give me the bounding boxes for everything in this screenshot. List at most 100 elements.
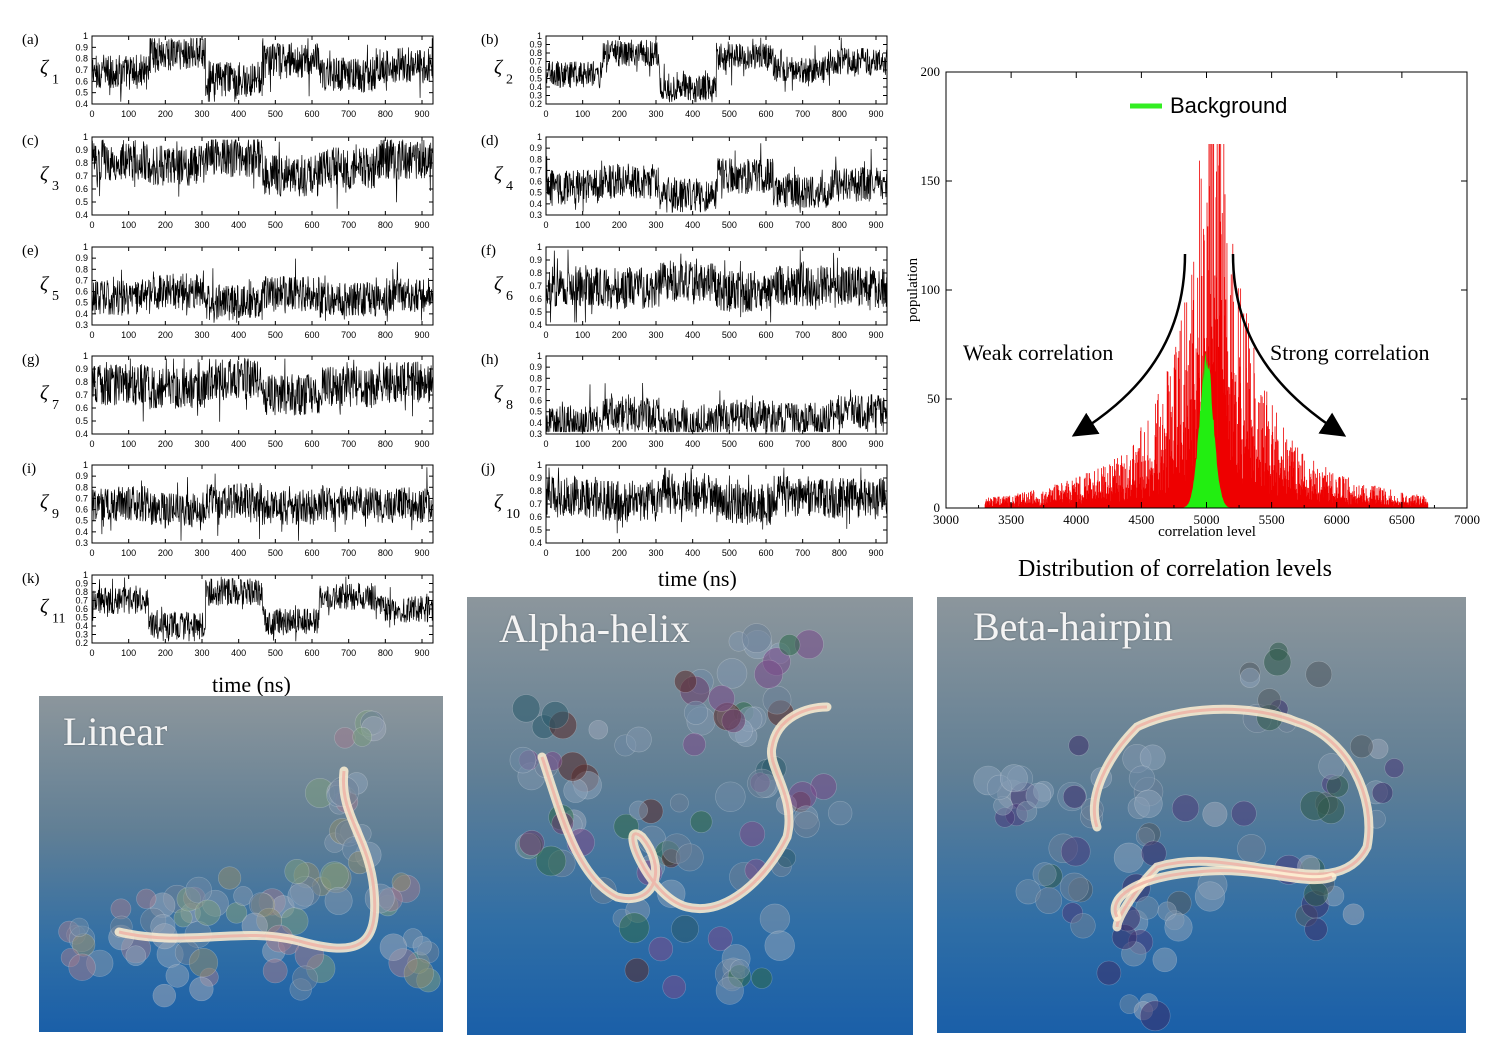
zeta-subscript: 11 (52, 611, 65, 626)
linear-structure-image (58, 709, 441, 1008)
y-tick-label: 0.9 (529, 40, 542, 50)
background-distribution (1180, 352, 1240, 508)
y-tick-label: 0.6 (75, 604, 88, 614)
x-tick-label: 400 (685, 548, 700, 558)
hist-y-tick-label: 0 (934, 500, 941, 515)
atom-sphere (188, 948, 219, 978)
y-tick-label: 0.3 (529, 429, 542, 439)
atom-sphere (324, 886, 353, 915)
x-tick-label: 800 (378, 330, 393, 340)
time-series-panel: 0.40.50.60.70.80.910 100 200 300 400 500 600 70… (22, 351, 434, 449)
atom-sphere (793, 811, 820, 838)
atom-sphere (412, 936, 432, 956)
time-series-frame (91, 246, 434, 326)
x-tick-label: 900 (414, 220, 429, 230)
atom-sphere (189, 976, 214, 1002)
x-tick-label: 300 (194, 220, 209, 230)
x-tick-label: 100 (121, 548, 136, 558)
y-tick-label: 0.5 (75, 516, 88, 526)
y-tick-label: 0.9 (529, 473, 542, 483)
hist-x-tick-label: 3500 (998, 512, 1024, 527)
panel-letter: (k) (22, 571, 40, 587)
atom-sphere (618, 912, 650, 944)
weak-correlation-arrow (1071, 253, 1187, 437)
atom-sphere (1263, 648, 1292, 677)
panel-letter: (d) (481, 133, 499, 149)
x-tick-label: 400 (685, 109, 700, 119)
atom-sphere (1371, 782, 1394, 804)
y-tick-label: 0.8 (75, 377, 88, 387)
time-series-panel: 0.40.50.60.70.80.910 100 200 300 400 500 600 70… (22, 31, 434, 119)
hist-x-tick-label: 3000 (933, 512, 959, 527)
linear-structure-panel: Linear (39, 696, 443, 1032)
y-tick-label: 0.8 (75, 482, 88, 492)
x-tick-label: 800 (378, 220, 393, 230)
atom-sphere (1062, 785, 1087, 809)
atom-sphere (648, 936, 674, 962)
x-tick-label: 500 (722, 220, 737, 230)
atom-sphere (1016, 800, 1038, 822)
atom-sphere (535, 845, 567, 877)
atom-sphere (671, 914, 699, 943)
atom-sphere (185, 876, 212, 904)
atom-sphere (391, 872, 411, 892)
y-tick-label: 0.7 (529, 57, 542, 67)
x-tick-label: 500 (268, 330, 283, 340)
atom-sphere (739, 821, 766, 847)
x-tick-label: 200 (612, 109, 627, 119)
atom-sphere (1299, 790, 1330, 821)
y-tick-label: 0.6 (75, 505, 88, 515)
beta-hairpin-structure-image (973, 641, 1405, 1032)
atom-sphere (662, 975, 687, 999)
atom-sphere (715, 976, 744, 1005)
time-series-frame (545, 355, 888, 435)
x-tick-label: 100 (121, 439, 136, 449)
atom-sphere (334, 727, 356, 749)
y-tick-label: 0.5 (75, 416, 88, 426)
y-tick-label: 0.8 (75, 158, 88, 168)
alpha-helix-panel: Alpha-helix (467, 597, 913, 1035)
x-tick-label: 300 (194, 648, 209, 658)
y-tick-label: 0.7 (75, 171, 88, 181)
x-tick-label: 900 (414, 330, 429, 340)
zeta-subscript: 8 (506, 398, 513, 413)
y-tick-label: 0.8 (529, 268, 542, 278)
y-tick-label: 0.4 (529, 199, 542, 209)
zeta-symbol: ζ (40, 273, 50, 295)
zeta-symbol: ζ (40, 56, 50, 78)
backbone-ribbon-core (1113, 869, 1333, 918)
y-tick-label: 1 (83, 351, 88, 361)
hist-y-axis-label: population (905, 257, 921, 322)
y-tick-label: 0.5 (75, 88, 88, 98)
zeta-symbol: ζ (40, 595, 50, 617)
atom-sphere (1384, 758, 1405, 778)
time-series-trace (91, 357, 433, 422)
atom-sphere (788, 781, 817, 810)
atom-sphere (1025, 782, 1052, 809)
y-tick-label: 0.7 (529, 165, 542, 175)
hist-y-tick-label: 100 (921, 282, 941, 297)
time-series-trace (91, 258, 433, 323)
x-tick-label: 700 (341, 648, 356, 658)
x-tick-label: 0 (543, 548, 548, 558)
x-tick-label: 600 (304, 220, 319, 230)
x-tick-label: 500 (268, 220, 283, 230)
atom-sphere (1060, 836, 1091, 867)
atom-sphere (1304, 917, 1328, 941)
y-tick-label: 0.6 (529, 512, 542, 522)
x-tick-label: 300 (194, 330, 209, 340)
beta-hairpin-panel: Beta-hairpin (937, 597, 1466, 1033)
y-tick-label: 0.5 (529, 307, 542, 317)
zeta-subscript: 7 (52, 398, 59, 413)
y-tick-label: 0.5 (529, 407, 542, 417)
y-tick-label: 0.7 (75, 275, 88, 285)
time-axis-label-right: time (ns) (658, 566, 737, 591)
atom-sphere (1035, 887, 1063, 914)
atom-sphere (682, 732, 706, 757)
hist-y-tick-label: 150 (921, 173, 941, 188)
atom-sphere (379, 933, 408, 961)
x-tick-label: 300 (194, 109, 209, 119)
atom-sphere (762, 685, 792, 715)
y-tick-label: 1 (537, 460, 542, 470)
x-tick-label: 100 (121, 648, 136, 658)
